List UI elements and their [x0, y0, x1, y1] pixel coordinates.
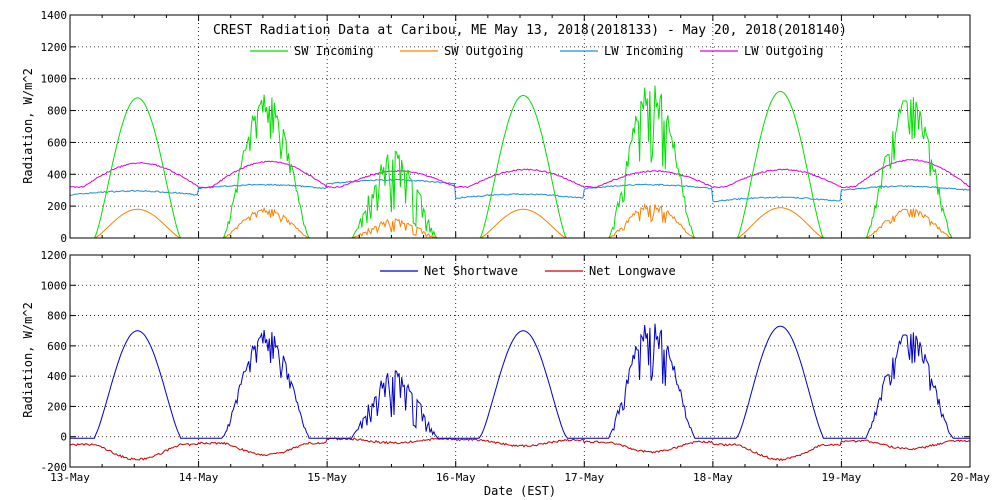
legend-label: LW Outgoing: [744, 44, 823, 58]
y-tick-label: 800: [47, 105, 67, 118]
bottom-panel: -200 0 200 400 600 800 1000 1200 13-May 14-May 15-…: [21, 249, 990, 498]
top-series-lines: [69, 85, 971, 239]
top-legend: SW Incoming SW Outgoing LW Incoming LW Outg…: [250, 44, 823, 58]
lw-outgoing-line: [69, 158, 971, 189]
x-tick-label: 16-May: [436, 471, 476, 484]
legend-label: Net Longwave: [589, 264, 676, 278]
y-tick-label: 0: [60, 232, 67, 245]
sw-incoming-line: [70, 85, 970, 239]
y-tick-label: 400: [47, 168, 67, 181]
y-tick-label: 1200: [41, 41, 68, 54]
legend-label: LW Incoming: [604, 44, 683, 58]
chart-title: CREST Radiation Data at Caribou, ME May …: [213, 23, 847, 38]
y-tick-label: 200: [47, 400, 67, 413]
legend-label: Net Shortwave: [424, 264, 518, 278]
y-tick-label: 1000: [41, 279, 68, 292]
x-tick-label: 17-May: [564, 471, 604, 484]
y-tick-label: 600: [47, 136, 67, 149]
x-tick-label: 15-May: [307, 471, 347, 484]
x-tick-label: 18-May: [693, 471, 733, 484]
lw-incoming-line: [69, 178, 971, 203]
sw-outgoing-line: [70, 203, 970, 239]
net-shortwave-line: [70, 323, 970, 439]
x-axis-label: Date (EST): [484, 484, 556, 498]
y-tick-label: 200: [47, 200, 67, 213]
y-tick-label: 1000: [41, 73, 68, 86]
y-tick-label: 0: [60, 431, 67, 444]
bottom-gridlines: [70, 255, 970, 467]
bottom-plot-frame: [69, 254, 971, 468]
top-y-axis-label: Radiation, W/m^2: [21, 68, 35, 184]
bottom-axis-ticks: -200 0 200 400 600 800 1000 1200 13-May 14-May 15-…: [41, 249, 991, 484]
y-tick-label: 800: [47, 310, 67, 323]
x-tick-label: 14-May: [179, 471, 219, 484]
bottom-series-lines: [69, 323, 971, 462]
top-axis-ticks: 0 200 400 600 800 1000 1200 1400: [41, 9, 971, 245]
y-tick-label: 1400: [41, 9, 68, 22]
x-tick-label: 19-May: [822, 471, 862, 484]
y-tick-label: 400: [47, 370, 67, 383]
y-tick-label: 600: [47, 340, 67, 353]
bottom-legend: Net Shortwave Net Longwave: [380, 264, 676, 278]
x-tick-label: 13-May: [50, 471, 90, 484]
bottom-y-axis-label: Radiation, W/m^2: [21, 302, 35, 418]
x-tick-label: 20-May: [950, 471, 990, 484]
legend-label: SW Outgoing: [444, 44, 523, 58]
top-panel: 0 200 400 600 800 1000 1200 1400 CREST Radiatio…: [21, 9, 971, 245]
y-tick-label: -200: [41, 461, 68, 474]
net-longwave-line: [69, 436, 971, 462]
legend-label: SW Incoming: [294, 44, 373, 58]
y-tick-label: 1200: [41, 249, 68, 262]
